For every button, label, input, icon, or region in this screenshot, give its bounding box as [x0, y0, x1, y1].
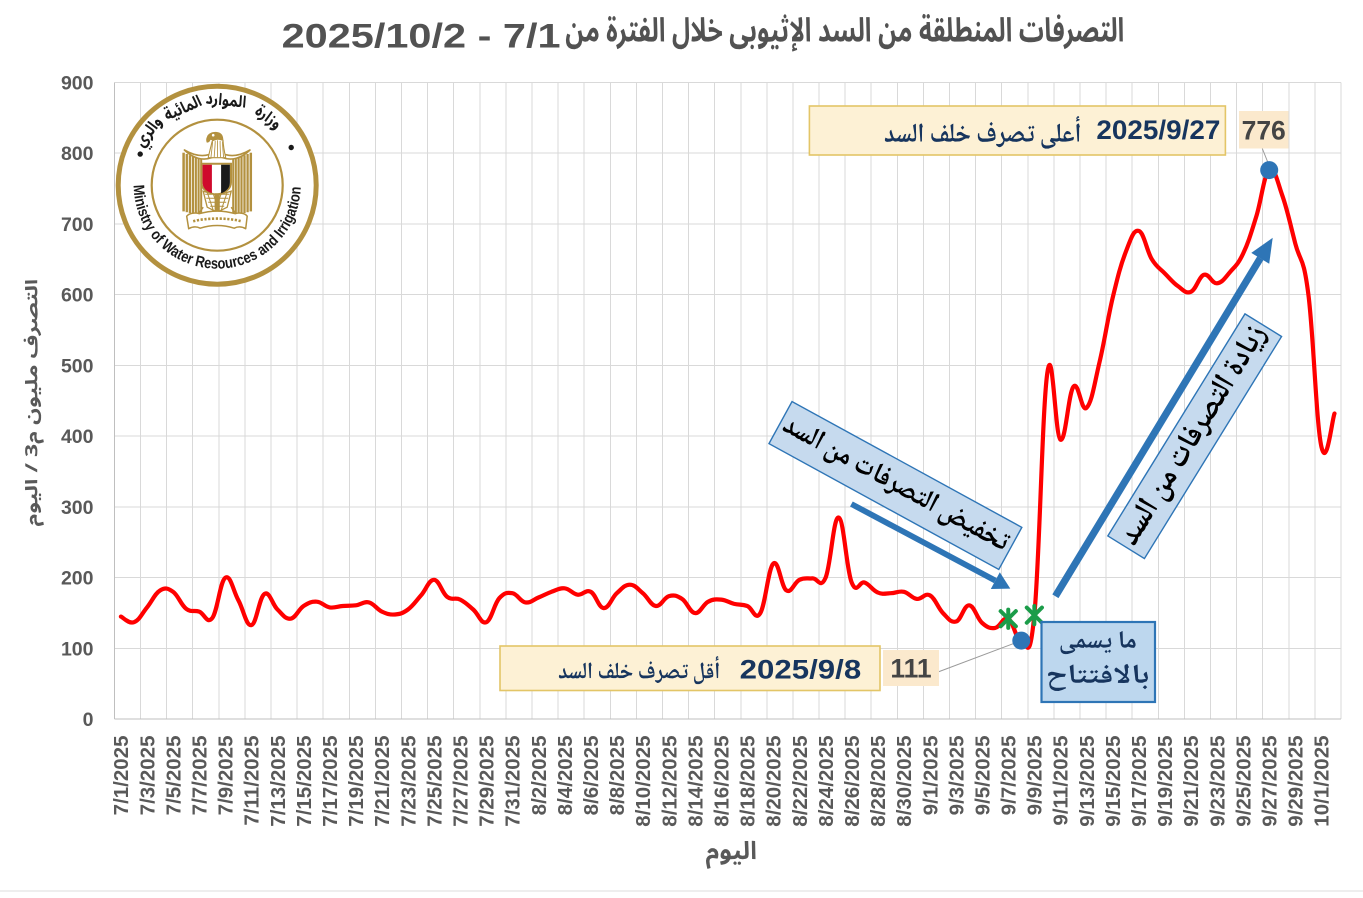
svg-text:7/25/2025: 7/25/2025	[423, 736, 446, 827]
svg-text:9/17/2025: 9/17/2025	[1128, 736, 1151, 827]
svg-text:9/29/2025: 9/29/2025	[1285, 736, 1308, 827]
svg-text:8/12/2025: 8/12/2025	[658, 736, 681, 827]
svg-text:0: 0	[83, 709, 94, 731]
svg-text:8/24/2025: 8/24/2025	[815, 736, 838, 827]
svg-text:7/17/2025: 7/17/2025	[319, 736, 342, 827]
svg-text:600: 600	[61, 285, 94, 307]
svg-text:8/22/2025: 8/22/2025	[789, 736, 812, 827]
svg-text:500: 500	[61, 355, 94, 377]
svg-text:7/21/2025: 7/21/2025	[371, 736, 394, 827]
svg-text:8/8/2025: 8/8/2025	[606, 736, 629, 816]
svg-text:2025/9/27: 2025/9/27	[1096, 115, 1220, 145]
svg-text:7/31/2025: 7/31/2025	[502, 736, 525, 827]
svg-text:8/20/2025: 8/20/2025	[763, 736, 786, 827]
svg-text:7/29/2025: 7/29/2025	[476, 736, 499, 827]
svg-text:8/30/2025: 8/30/2025	[893, 736, 916, 827]
svg-text:7/5/2025: 7/5/2025	[162, 736, 185, 816]
svg-text:2025/9/8: 2025/9/8	[740, 655, 862, 685]
svg-text:7/3/2025: 7/3/2025	[136, 736, 159, 816]
svg-text:9/15/2025: 9/15/2025	[1102, 736, 1125, 827]
svg-text:9/1/2025: 9/1/2025	[919, 736, 942, 816]
svg-text:776: 776	[1242, 116, 1286, 146]
svg-text:9/27/2025: 9/27/2025	[1259, 736, 1282, 827]
svg-text:9/13/2025: 9/13/2025	[1076, 736, 1099, 827]
svg-text:8/14/2025: 8/14/2025	[684, 736, 707, 827]
svg-text:2025/10/2 - 7/1: 2025/10/2 - 7/1	[282, 18, 561, 56]
svg-text:7/19/2025: 7/19/2025	[345, 736, 368, 827]
svg-text:8/26/2025: 8/26/2025	[841, 736, 864, 827]
svg-text:200: 200	[61, 568, 94, 590]
svg-text:9/9/2025: 9/9/2025	[1024, 736, 1047, 816]
svg-text:100: 100	[61, 638, 94, 660]
svg-text:9/23/2025: 9/23/2025	[1206, 736, 1229, 827]
svg-text:8/28/2025: 8/28/2025	[867, 736, 890, 827]
svg-text:9/25/2025: 9/25/2025	[1232, 736, 1255, 827]
svg-text:9/3/2025: 9/3/2025	[945, 736, 968, 816]
svg-text:7/1/2025: 7/1/2025	[110, 736, 133, 816]
svg-text:700: 700	[61, 214, 94, 236]
svg-text:8/6/2025: 8/6/2025	[580, 736, 603, 816]
svg-text:9/7/2025: 9/7/2025	[998, 736, 1021, 816]
svg-text:8/18/2025: 8/18/2025	[737, 736, 760, 827]
svg-text:400: 400	[61, 426, 94, 448]
svg-text:7/23/2025: 7/23/2025	[397, 736, 420, 827]
svg-text:9/19/2025: 9/19/2025	[1154, 736, 1177, 827]
svg-text:8/10/2025: 8/10/2025	[632, 736, 655, 827]
svg-text:7/11/2025: 7/11/2025	[241, 736, 264, 826]
svg-text:8/16/2025: 8/16/2025	[711, 736, 734, 827]
svg-text:7/9/2025: 7/9/2025	[215, 736, 238, 816]
svg-text:800: 800	[61, 143, 94, 165]
svg-text:7/27/2025: 7/27/2025	[450, 736, 473, 827]
svg-text:8/2/2025: 8/2/2025	[528, 736, 551, 816]
svg-text:7/15/2025: 7/15/2025	[293, 736, 316, 827]
svg-text:9/11/2025: 9/11/2025	[1050, 736, 1073, 826]
svg-text:900: 900	[61, 72, 94, 94]
svg-text:111: 111	[890, 654, 931, 684]
svg-text:7/13/2025: 7/13/2025	[267, 736, 290, 827]
svg-text:8/4/2025: 8/4/2025	[554, 736, 577, 816]
svg-text:9/5/2025: 9/5/2025	[972, 736, 995, 816]
svg-text:10/1/2025: 10/1/2025	[1311, 736, 1334, 827]
svg-text:300: 300	[61, 497, 94, 519]
svg-text:9/21/2025: 9/21/2025	[1180, 736, 1203, 827]
svg-text:7/7/2025: 7/7/2025	[189, 736, 212, 816]
